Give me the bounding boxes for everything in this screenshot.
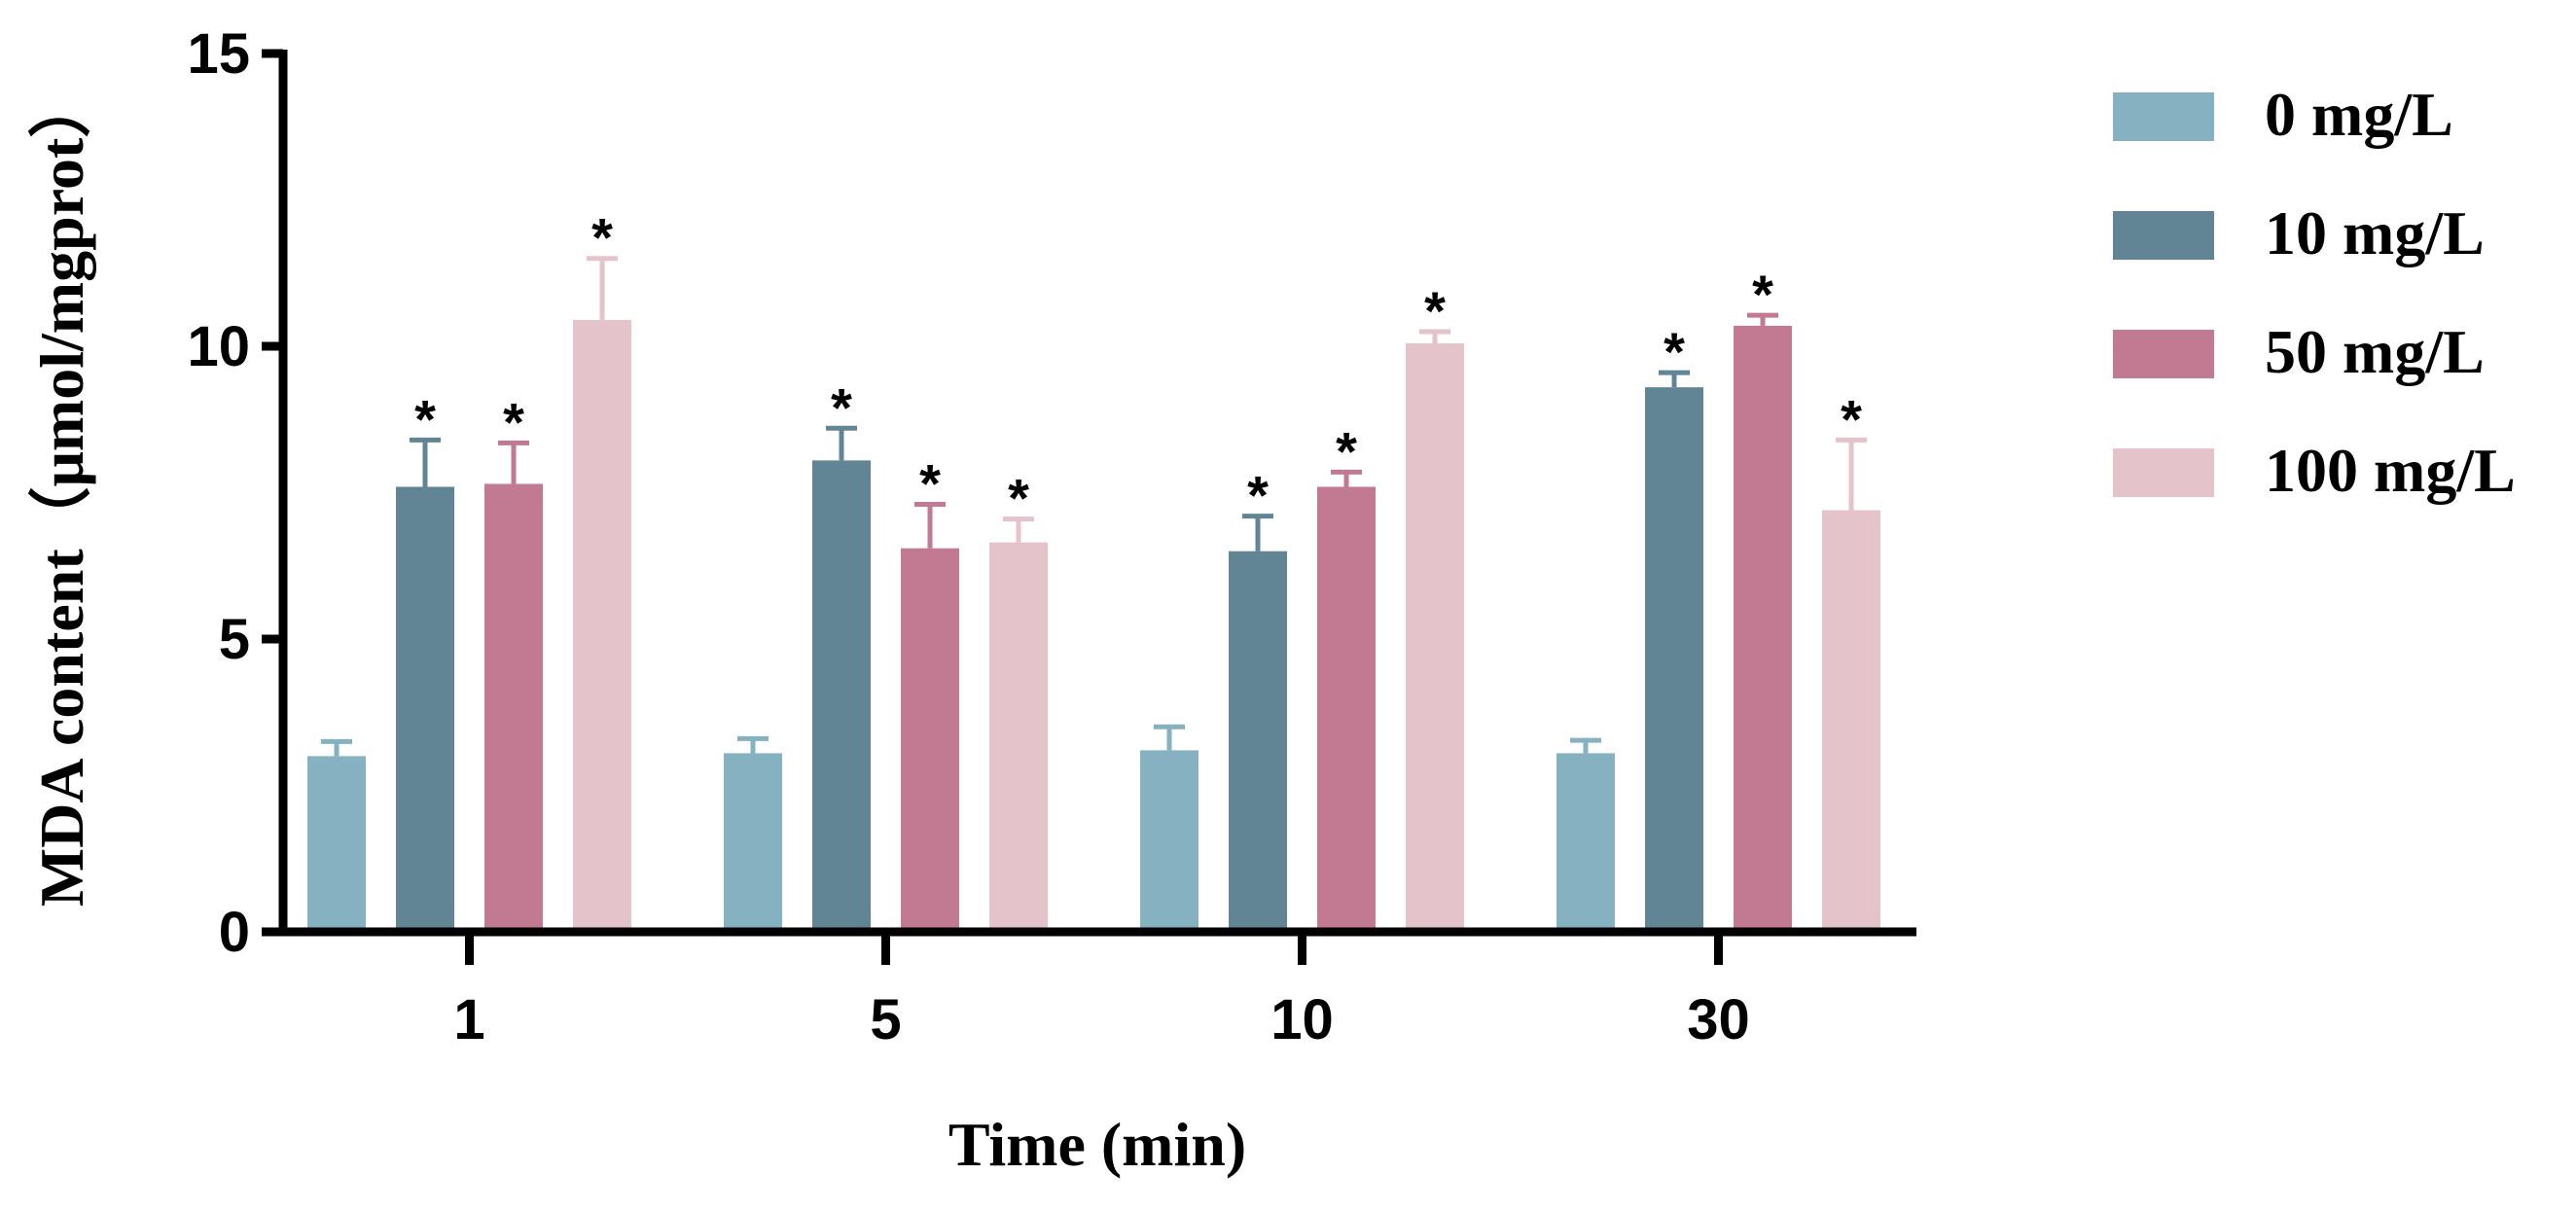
bar	[1317, 486, 1376, 932]
bar	[573, 319, 631, 932]
y-tick-label: 15	[187, 22, 250, 86]
x-tick-label: 1	[453, 988, 484, 1051]
y-tick-label: 0	[219, 901, 250, 964]
legend-label: 50 mg/L	[2265, 317, 2485, 386]
legend-swatch	[2113, 92, 2214, 141]
axes-layer	[262, 49, 1916, 965]
legend-label: 10 mg/L	[2265, 198, 2485, 267]
significance-star: *	[1752, 264, 1773, 325]
bar	[1556, 753, 1615, 932]
bar	[396, 486, 454, 932]
bar	[1734, 325, 1792, 932]
legend-swatch	[2113, 211, 2214, 260]
y-tick-label: 10	[187, 315, 250, 378]
bar	[812, 460, 871, 932]
bar	[484, 483, 543, 932]
bar	[1645, 387, 1703, 932]
bar	[307, 756, 366, 932]
significance-star: *	[591, 207, 613, 268]
x-tick-label: 30	[1687, 988, 1750, 1051]
bar	[989, 542, 1048, 932]
bar	[1140, 750, 1199, 932]
significance-star: *	[1247, 465, 1269, 526]
x-tick-label: 10	[1270, 988, 1334, 1051]
bar	[1406, 342, 1464, 932]
y-tick-label: 5	[219, 608, 250, 671]
legend: 0 mg/L 10 mg/L 50 mg/L 100 mg/L	[2113, 80, 2516, 505]
significance-star: *	[1008, 468, 1029, 529]
significance-star: *	[503, 391, 524, 452]
bar	[724, 753, 782, 932]
significance-star: *	[1664, 321, 1685, 382]
significance-star: *	[1841, 388, 1862, 449]
significance-star: *	[414, 388, 436, 449]
bar	[901, 548, 959, 932]
legend-swatch	[2113, 330, 2214, 378]
legend-label: 100 mg/L	[2265, 436, 2516, 505]
bar	[1229, 551, 1287, 932]
significance-star: *	[919, 453, 941, 515]
legend-label: 0 mg/L	[2265, 80, 2453, 149]
significance-star: *	[831, 376, 852, 438]
x-axis-title: Time (min)	[948, 1110, 1246, 1179]
y-axis-title: MDA content（μmol/mgprot）	[27, 76, 96, 908]
bar	[1822, 510, 1880, 932]
bars-layer	[307, 256, 1880, 932]
legend-swatch	[2113, 448, 2214, 497]
significance-star: *	[1336, 420, 1357, 481]
x-tick-label: 5	[870, 988, 901, 1051]
significance-star: *	[1424, 280, 1446, 341]
